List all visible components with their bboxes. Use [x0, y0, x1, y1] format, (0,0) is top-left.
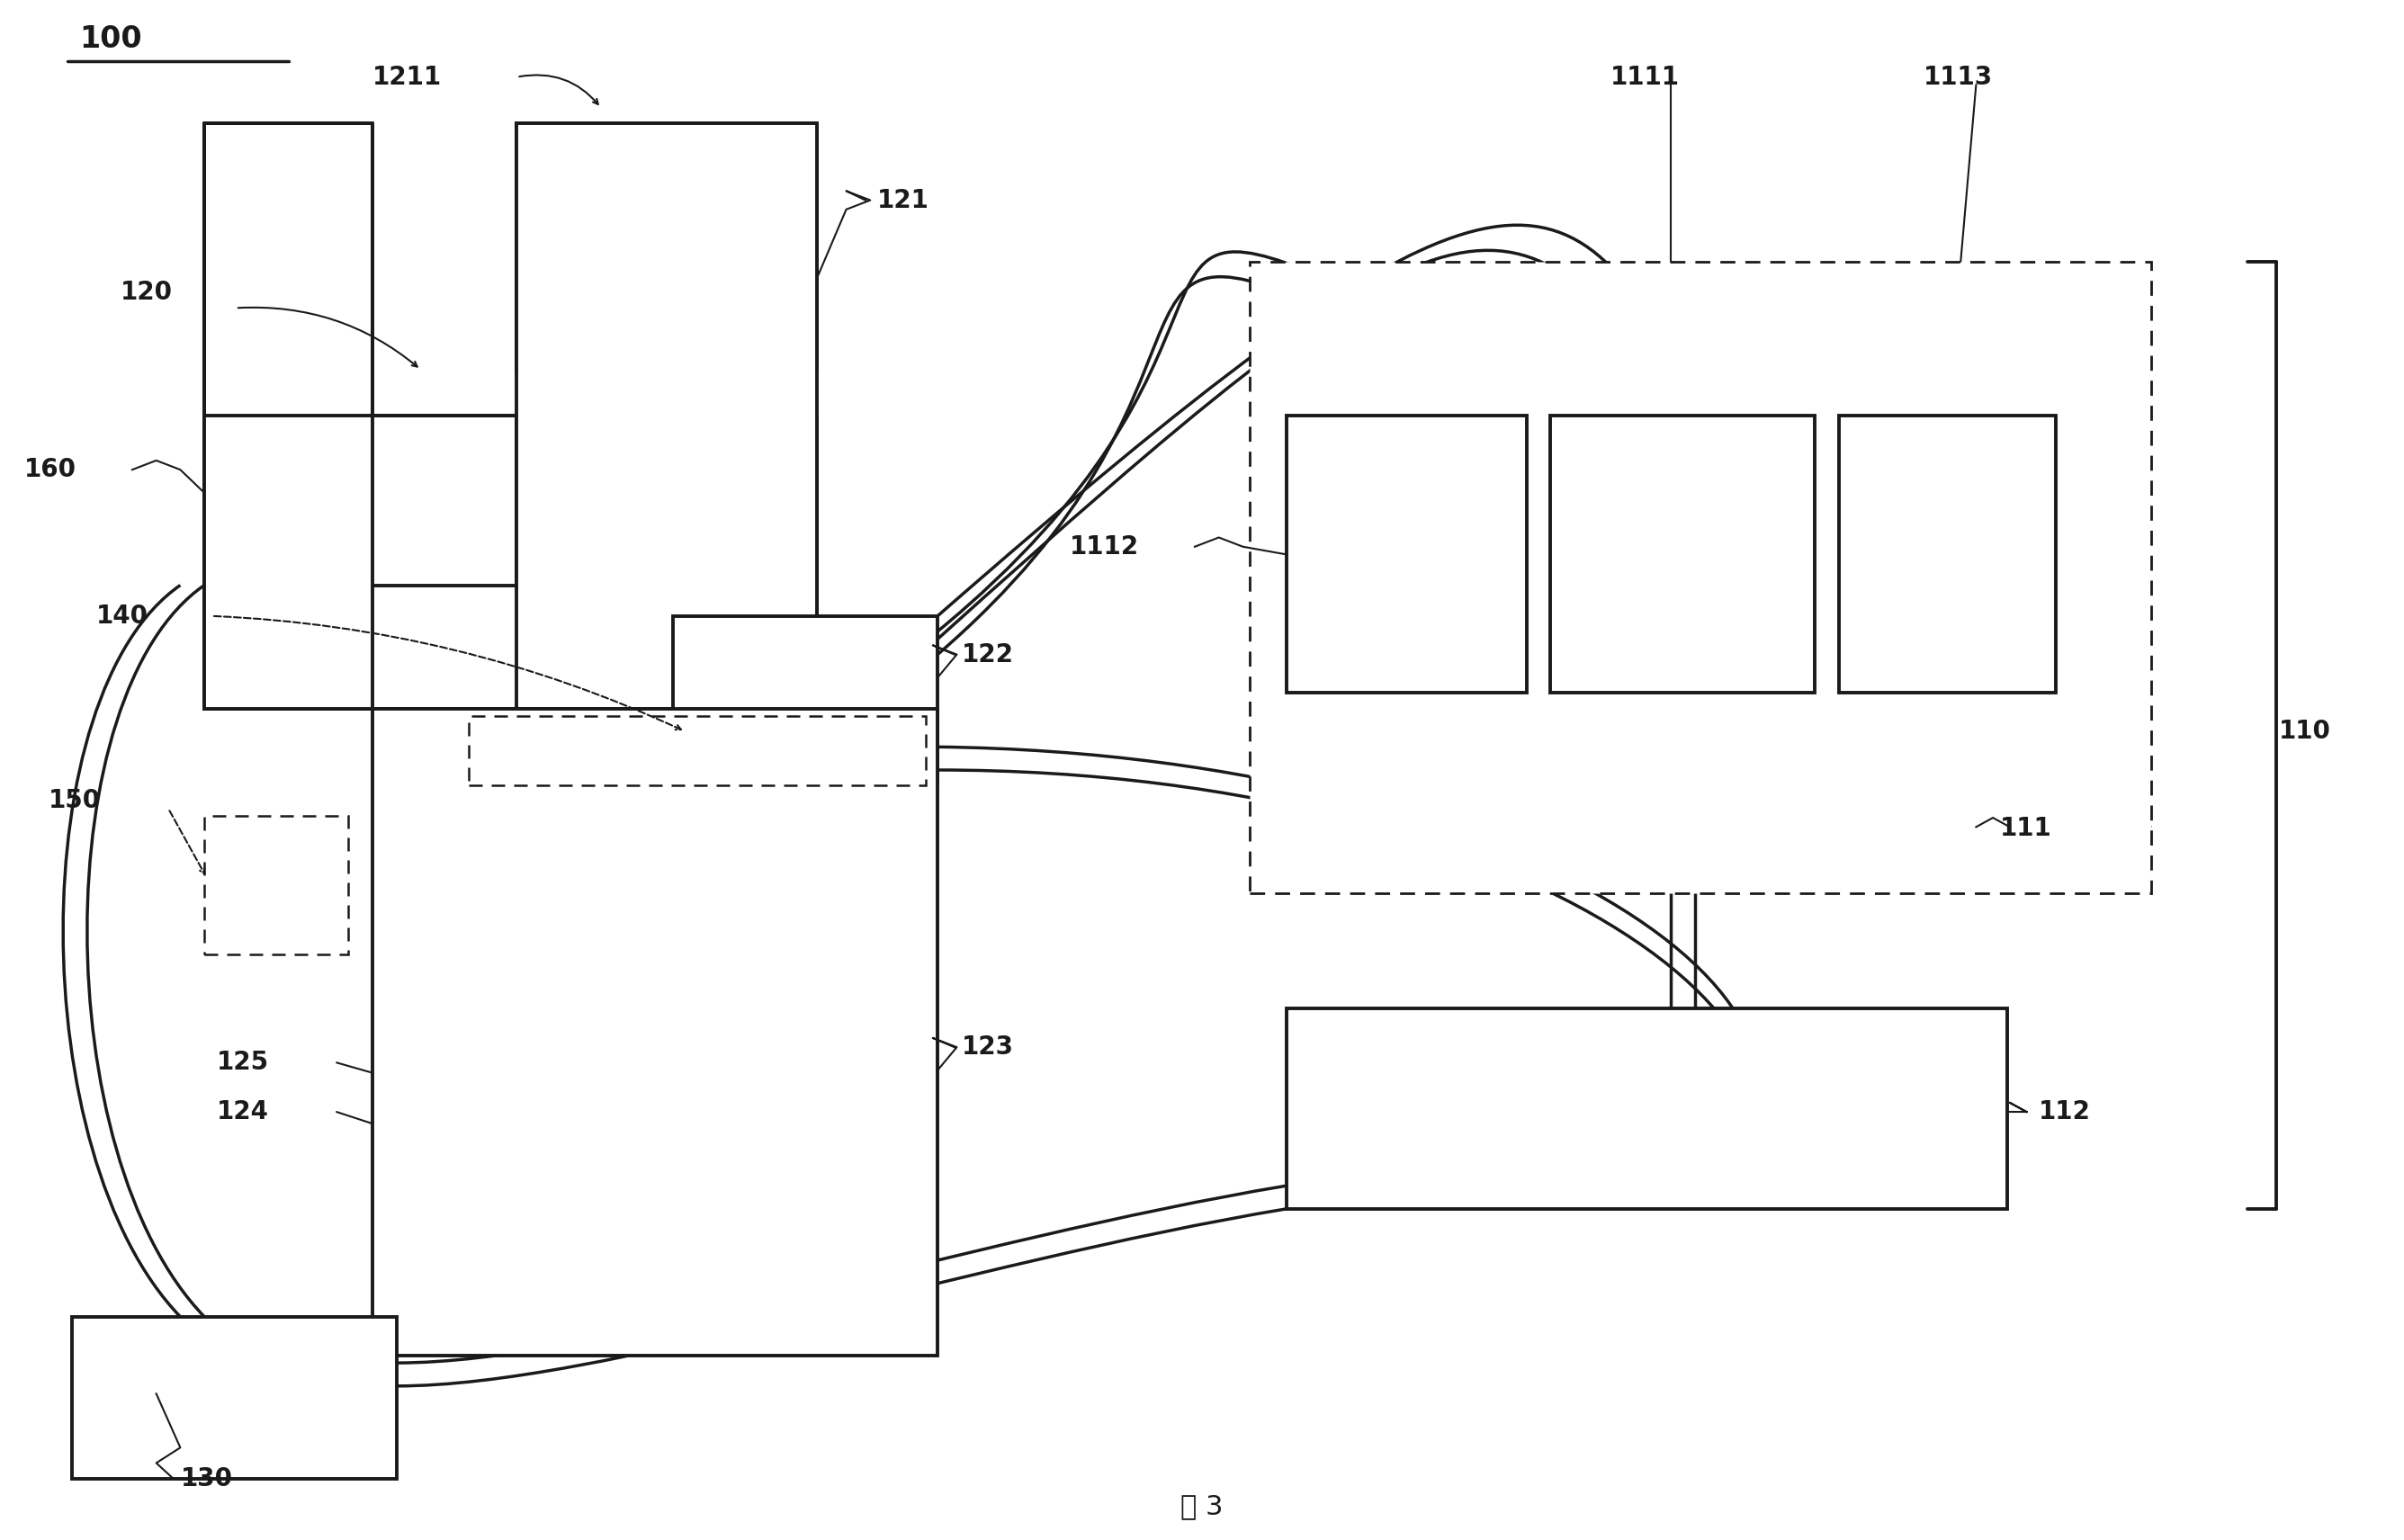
Text: 160: 160	[24, 457, 77, 482]
Text: 图 3: 图 3	[1180, 1494, 1224, 1518]
Bar	[1286, 416, 1527, 693]
Bar	[1286, 1009, 2007, 1209]
Text: 123: 123	[962, 1035, 1014, 1060]
Text: 122: 122	[962, 642, 1014, 667]
Bar	[1839, 416, 2055, 693]
Text: 130: 130	[180, 1466, 233, 1491]
Bar	[72, 1317, 397, 1478]
Bar	[517, 123, 817, 370]
Text: 111: 111	[2000, 816, 2053, 841]
Bar	[469, 716, 926, 785]
Text: 1111: 1111	[1611, 65, 1680, 89]
Bar	[204, 416, 373, 708]
Text: 121: 121	[877, 188, 930, 213]
Text: 110: 110	[2279, 719, 2332, 744]
Text: 120: 120	[120, 280, 173, 305]
Text: 100: 100	[79, 25, 142, 54]
Bar	[204, 816, 349, 955]
Text: 150: 150	[48, 788, 101, 813]
Bar	[373, 708, 938, 1355]
Text: 112: 112	[2039, 1100, 2091, 1124]
Text: 124: 124	[216, 1100, 269, 1124]
Text: 1112: 1112	[1070, 534, 1139, 559]
Bar	[673, 616, 938, 785]
Bar	[1250, 262, 2152, 893]
Text: 1211: 1211	[373, 65, 442, 89]
Text: 125: 125	[216, 1050, 269, 1075]
Bar	[517, 123, 817, 708]
Text: 1113: 1113	[1923, 65, 1993, 89]
Text: 140: 140	[96, 604, 149, 628]
Bar	[1551, 416, 1815, 693]
